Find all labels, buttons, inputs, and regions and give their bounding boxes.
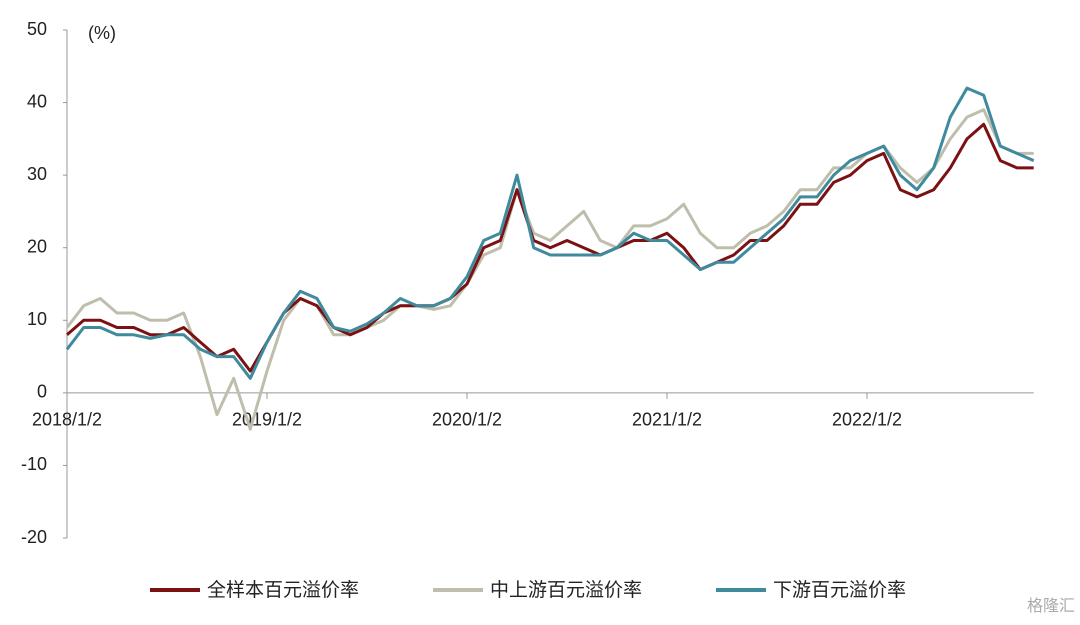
legend-label: 全样本百元溢价率: [207, 579, 359, 601]
y-tick-label: -10: [21, 454, 47, 474]
x-tick-label: 2019/1/2: [232, 410, 302, 430]
y-tick-label: 30: [27, 164, 47, 184]
y-tick-label: 20: [27, 236, 47, 256]
legend-label: 下游百元溢价率: [773, 579, 906, 601]
x-tick-label: 2022/1/2: [832, 410, 902, 430]
y-tick-label: 0: [37, 382, 47, 402]
y-tick-label: 10: [27, 309, 47, 329]
y-tick-label: -20: [21, 527, 47, 547]
y-tick-label: 50: [27, 19, 47, 39]
series-line: [66, 122, 1034, 373]
x-tick-label: 2018/1/2: [32, 410, 102, 430]
x-tick-label: 2020/1/2: [432, 410, 502, 430]
series-line: [65, 86, 1035, 380]
x-tick-label: 2021/1/2: [632, 410, 702, 430]
watermark: 格隆汇: [1027, 597, 1075, 615]
y-tick-label: 40: [27, 91, 47, 111]
legend-label: 中上游百元溢价率: [490, 579, 642, 601]
y-unit-label: (%): [88, 23, 116, 43]
